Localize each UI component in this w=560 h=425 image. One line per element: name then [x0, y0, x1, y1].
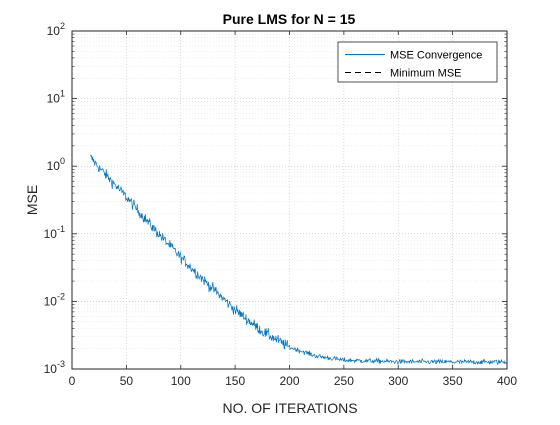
x-axis-title: NO. OF ITERATIONS: [222, 400, 357, 416]
chart-title: Pure LMS for N = 15: [223, 11, 356, 27]
y-tick-label: 10-2: [44, 291, 65, 308]
y-tick-label: 10-1: [44, 224, 65, 241]
y-axis-title: MSE: [24, 185, 40, 215]
x-tick-label: 150: [225, 374, 245, 388]
y-tick-label: 10-3: [44, 359, 65, 376]
x-tick-label: 250: [334, 374, 354, 388]
x-tick-label: 400: [497, 374, 517, 388]
y-tick-label: 100: [47, 156, 65, 173]
x-tick-label: 0: [69, 374, 76, 388]
legend-label-mse-convergence: MSE Convergence: [390, 50, 482, 62]
legend-label-minimum-mse: Minimum MSE: [390, 68, 462, 80]
legend: MSE Convergence Minimum MSE: [338, 42, 497, 82]
x-tick-label: 200: [279, 374, 299, 388]
y-tick-label: 102: [47, 21, 65, 38]
x-tick-label: 350: [443, 374, 463, 388]
y-tick-label: 101: [47, 89, 65, 106]
x-tick-label: 300: [388, 374, 408, 388]
x-tick-label: 50: [120, 374, 134, 388]
series-line-mse-convergence: [90, 155, 507, 365]
x-tick-label: 100: [171, 374, 191, 388]
